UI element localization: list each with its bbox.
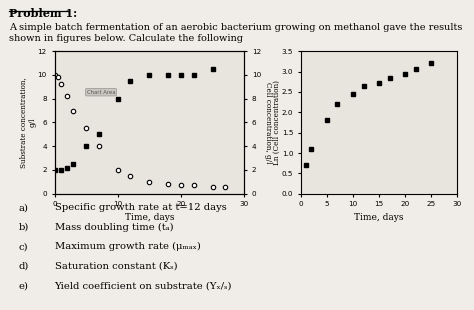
Text: Saturation constant (Kₛ): Saturation constant (Kₛ) [55,262,177,271]
Text: c): c) [19,242,28,251]
Text: Problem 1:: Problem 1: [9,8,78,19]
Text: b): b) [19,223,29,232]
Y-axis label: Substrate concentration,
g/l: Substrate concentration, g/l [19,77,36,168]
Text: e): e) [19,281,29,290]
Text: a): a) [19,203,29,212]
Text: Yield coefficient on substrate (Yₓ/ₛ): Yield coefficient on substrate (Yₓ/ₛ) [55,281,232,290]
X-axis label: Time, days: Time, days [355,213,404,222]
Y-axis label: Cell concentration, g/l: Cell concentration, g/l [264,82,272,163]
Text: A simple batch fermentation of an aerobic bacterium growing on methanol gave the: A simple batch fermentation of an aerobi… [9,23,463,43]
Text: Chart Area: Chart Area [87,90,115,95]
X-axis label: Time, days: Time, days [125,213,174,222]
Text: Specific growth rate at t=12 days: Specific growth rate at t=12 days [55,203,226,212]
Text: Maximum growth rate (μₘₐₓ): Maximum growth rate (μₘₐₓ) [55,242,201,251]
Text: Mass doubling time (tₐ): Mass doubling time (tₐ) [55,223,173,232]
Y-axis label: Ln (Cell concentration): Ln (Cell concentration) [273,80,281,165]
Text: d): d) [19,262,29,271]
